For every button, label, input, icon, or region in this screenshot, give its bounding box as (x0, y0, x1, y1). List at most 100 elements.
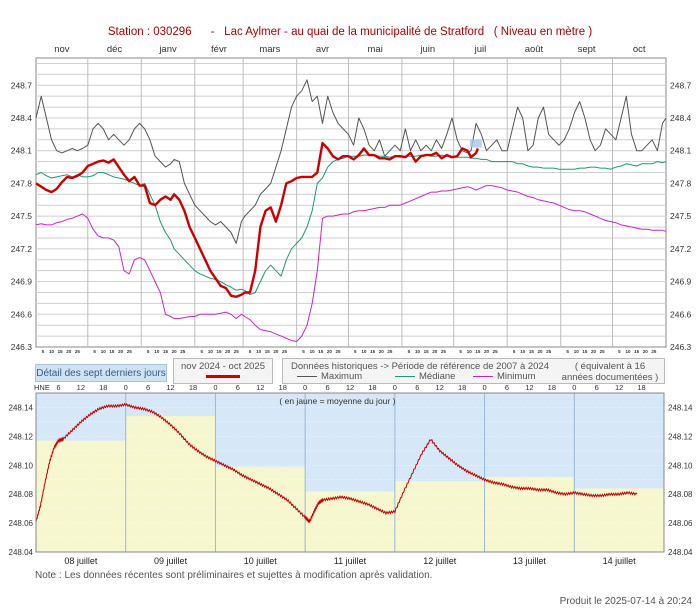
detail-y-tick-left: 248.08 (9, 490, 34, 499)
hour-tick-label: 6 (505, 383, 509, 392)
day-tick-label: 15 (58, 349, 64, 354)
detail-seven-days-button[interactable]: Détail des sept derniers jours (35, 364, 167, 382)
day-tick-label: 10 (256, 349, 262, 354)
y-tick-label-right: 247.5 (670, 211, 692, 221)
hour-tick-label: 18 (189, 383, 197, 392)
day-tick-label: 20 (432, 349, 438, 354)
month-label: avr (316, 44, 329, 55)
detail-plot-frame (35, 392, 665, 553)
maximum-swatch (297, 376, 317, 377)
day-tick-label: 20 (591, 349, 597, 354)
hour-tick-label: 12 (436, 383, 444, 392)
hour-tick-label: 18 (99, 383, 107, 392)
day-tick-label: 25 (180, 349, 186, 354)
day-tick-label: 25 (600, 349, 606, 354)
month-label: févr (211, 44, 227, 55)
day-tick-label: 20 (172, 349, 178, 354)
hour-tick-label: 18 (458, 383, 466, 392)
day-tick-label: 15 (582, 349, 588, 354)
equivalent-years-label: ( équivalent à 16 années documentées ) (561, 361, 659, 383)
chart-title: Station : 030296 - Lac Aylmer - au quai … (107, 26, 593, 38)
hne-label: HNE (34, 383, 50, 392)
day-tick-label: 25 (336, 349, 342, 354)
day-tick-label: 5 (147, 349, 150, 354)
month-label: juin (419, 44, 435, 55)
median-swatch (395, 376, 415, 377)
day-label: 09 juillet (154, 556, 188, 566)
y-tick-label-right: 246.3 (670, 342, 692, 352)
day-tick-label: 10 (208, 349, 214, 354)
daily-mean-bar (574, 488, 664, 552)
y-tick-label-left: 248.4 (11, 113, 33, 123)
y-tick-label-left: 246.3 (11, 342, 33, 352)
hour-tick-label: 0 (303, 383, 307, 392)
minimum-line (35, 185, 667, 342)
day-tick-label: 10 (574, 349, 580, 354)
day-tick-label: 5 (459, 349, 462, 354)
historical-legend: Données historiques -> Période de référe… (282, 358, 665, 384)
hour-tick-label: 0 (124, 383, 128, 392)
day-tick-label: 20 (66, 349, 72, 354)
detail-y-tick-left: 248.12 (9, 432, 34, 441)
detail-y-tick-left: 248.10 (9, 461, 34, 470)
day-tick-label: 25 (75, 349, 81, 354)
hour-tick-label: 18 (548, 383, 556, 392)
maximum-line (35, 79, 667, 244)
y-tick-label-left: 248.1 (11, 146, 33, 156)
day-tick-label: 25 (441, 349, 447, 354)
day-label: 13 juillet (513, 556, 547, 566)
day-tick-label: 5 (249, 349, 252, 354)
detail-y-tick-right: 248.06 (668, 519, 693, 528)
seven-day-detail-chart: 6 12 18 0 6 12 18 0 6 12 18 0 6 12 18 0 6 12 18 0 6 12 18 0 6 12 1… (9, 383, 693, 566)
daily-mean-bar (36, 440, 126, 552)
day-tick-label: 5 (566, 349, 569, 354)
day-tick-label: 10 (361, 349, 367, 354)
day-tick-label: 15 (370, 349, 376, 354)
current-year-line (35, 141, 480, 298)
hour-tick-label: 12 (166, 383, 174, 392)
current-period-legend: nov 2024 - oct 2025 (173, 358, 273, 384)
day-label: 11 juillet (334, 556, 367, 566)
produced-timestamp: Produit le 2025-07-14 à 20:24 (559, 596, 692, 607)
day-tick-label: 25 (651, 349, 657, 354)
hour-tick-label: 0 (213, 383, 217, 392)
hour-tick-label: 0 (572, 383, 576, 392)
hour-tick-label: 0 (393, 383, 397, 392)
day-tick-label: 10 (101, 349, 107, 354)
day-label: 10 juillet (244, 556, 278, 566)
y-tick-label-left: 246.9 (11, 277, 33, 287)
day-tick-label: 5 (513, 349, 516, 354)
maximum-label: Maximum (321, 371, 363, 382)
day-tick-label: 10 (310, 349, 316, 354)
day-label: 12 juillet (423, 556, 457, 566)
median-label: Médiane (419, 371, 456, 382)
day-tick-label: 15 (265, 349, 271, 354)
y-tick-label-left: 246.6 (11, 309, 33, 319)
detail-y-tick-right: 248.14 (668, 403, 693, 412)
hour-tick-label: 6 (56, 383, 60, 392)
y-tick-label-left: 248.7 (11, 80, 33, 90)
day-tick-label: 25 (493, 349, 499, 354)
day-tick-label: 25 (234, 349, 240, 354)
hour-tick-label: 12 (256, 383, 264, 392)
hour-tick-label: 18 (637, 383, 645, 392)
y-tick-label-right: 248.4 (670, 113, 692, 123)
day-tick-label: 5 (408, 349, 411, 354)
day-tick-label: 15 (318, 349, 324, 354)
month-label: août (525, 44, 544, 55)
y-tick-label-left: 247.5 (11, 211, 33, 221)
detail-y-tick-right: 248.04 (668, 548, 693, 557)
y-tick-label-right: 246.6 (670, 309, 692, 319)
day-tick-label: 20 (379, 349, 385, 354)
current-line-swatch (206, 375, 240, 378)
minimum-swatch (473, 376, 493, 377)
daily-mean-bar (125, 416, 216, 552)
day-tick-label: 5 (618, 349, 621, 354)
day-tick-label: 25 (282, 349, 288, 354)
day-tick-label: 15 (424, 349, 430, 354)
y-tick-label-right: 247.2 (670, 244, 692, 254)
detail-y-tick-right: 248.12 (668, 432, 693, 441)
day-tick-label: 25 (127, 349, 133, 354)
month-label: mars (259, 44, 280, 55)
hour-tick-label: 12 (77, 383, 85, 392)
